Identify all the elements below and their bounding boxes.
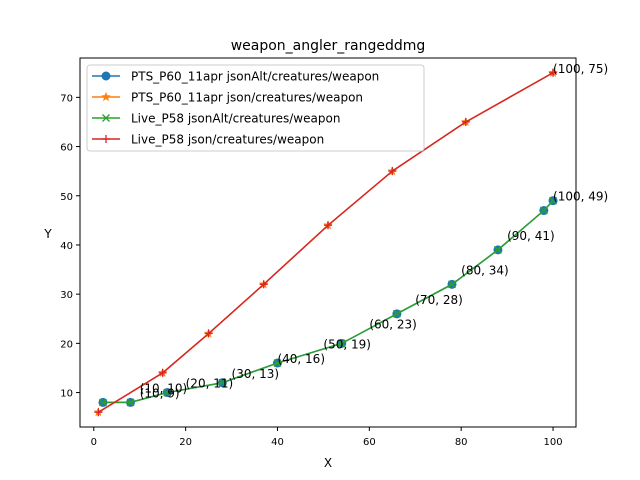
series-3-point [94, 408, 103, 417]
y-tick-label: 50 [60, 192, 73, 203]
series-3-point [549, 68, 558, 77]
legend-entry: PTS_P60_11apr jsonAlt/creatures/weapon [92, 70, 379, 84]
legend-marker [102, 114, 110, 122]
legend-marker [102, 135, 110, 143]
point-annotation: (70, 28) [415, 293, 463, 307]
series-2-point [392, 309, 401, 318]
series-3-point [259, 280, 268, 289]
point-annotation: (100, 49) [553, 190, 608, 204]
legend-entry: Live_P58 json/creatures/weapon [92, 133, 324, 147]
y-axis-label: Y [43, 227, 52, 241]
legend-box [86, 64, 425, 152]
point-annotation: (90, 41) [507, 229, 555, 243]
series-3 [94, 68, 558, 417]
point-annotation: (40, 16) [277, 352, 325, 366]
series-2-point [273, 359, 282, 367]
chart-title: weapon_angler_rangeddmg [231, 38, 426, 54]
series-2-point [337, 339, 346, 348]
legend-label: PTS_P60_11apr jsonAlt/creatures/weapon [131, 70, 379, 84]
series-3-point [158, 368, 167, 377]
point-annotation: (30, 13) [232, 367, 280, 381]
x-tick-label: 80 [455, 437, 468, 448]
series-2-point [539, 206, 548, 215]
y-tick-label: 60 [60, 143, 73, 154]
y-tick-label: 20 [60, 339, 73, 350]
x-tick-label: 100 [543, 437, 562, 448]
point-annotations: (10, 9)(10, 10)(20, 11)(30, 13)(40, 16)(… [140, 62, 609, 401]
series-2-point [163, 388, 172, 397]
point-annotation: (20, 11) [186, 377, 234, 391]
legend-entry: PTS_P60_11apr json/creatures/weapon [92, 91, 363, 105]
series-2 [99, 196, 557, 407]
series-line [102, 200, 554, 404]
legend-label: Live_P58 json/creatures/weapon [131, 133, 324, 147]
series-2-point [218, 378, 227, 387]
point-annotation: (100, 75) [553, 62, 608, 76]
x-tick-label: 40 [271, 437, 284, 448]
point-annotation: (80, 34) [461, 263, 509, 277]
axis-ticks: 0 20 40 60 80 100 10 20 30 40 50 60 70 [60, 93, 562, 448]
point-annotation: (10, 9) [140, 386, 180, 400]
y-tick-label: 30 [60, 290, 73, 301]
y-tick-label: 10 [60, 389, 73, 400]
x-tick-label: 0 [91, 437, 97, 448]
series-3-point [388, 167, 397, 176]
axes-frame [79, 57, 577, 428]
legend-entry: Live_P58 jsonAlt/creatures/weapon [92, 112, 340, 126]
series-2-point [493, 245, 502, 254]
series-2-point [448, 280, 456, 289]
legend-marker [101, 71, 111, 81]
series-line [97, 72, 554, 413]
series-3-point [324, 221, 332, 230]
legend-label: PTS_P60_11apr json/creatures/weapon [131, 91, 363, 105]
x-tick-label: 20 [179, 437, 192, 448]
point-annotation: (10, 10) [140, 382, 188, 396]
legend-label: Live_P58 jsonAlt/creatures/weapon [131, 112, 340, 126]
series-2-point [99, 398, 107, 407]
series-3-point [461, 117, 470, 126]
x-axis-label: X [324, 456, 332, 470]
y-tick-label: 70 [60, 93, 73, 104]
series-2-point [549, 196, 557, 205]
plot-area [93, 67, 558, 417]
legend-marker [101, 91, 111, 102]
series-3-point [204, 329, 213, 338]
y-tick-label: 40 [60, 241, 73, 252]
legend: PTS_P60_11apr jsonAlt/creatures/weapon PT… [86, 64, 425, 152]
point-annotation: (60, 23) [369, 318, 417, 332]
series-line [102, 200, 554, 404]
x-tick-label: 60 [363, 437, 376, 448]
point-annotation: (50, 19) [323, 337, 371, 351]
series-2-point [126, 398, 135, 407]
